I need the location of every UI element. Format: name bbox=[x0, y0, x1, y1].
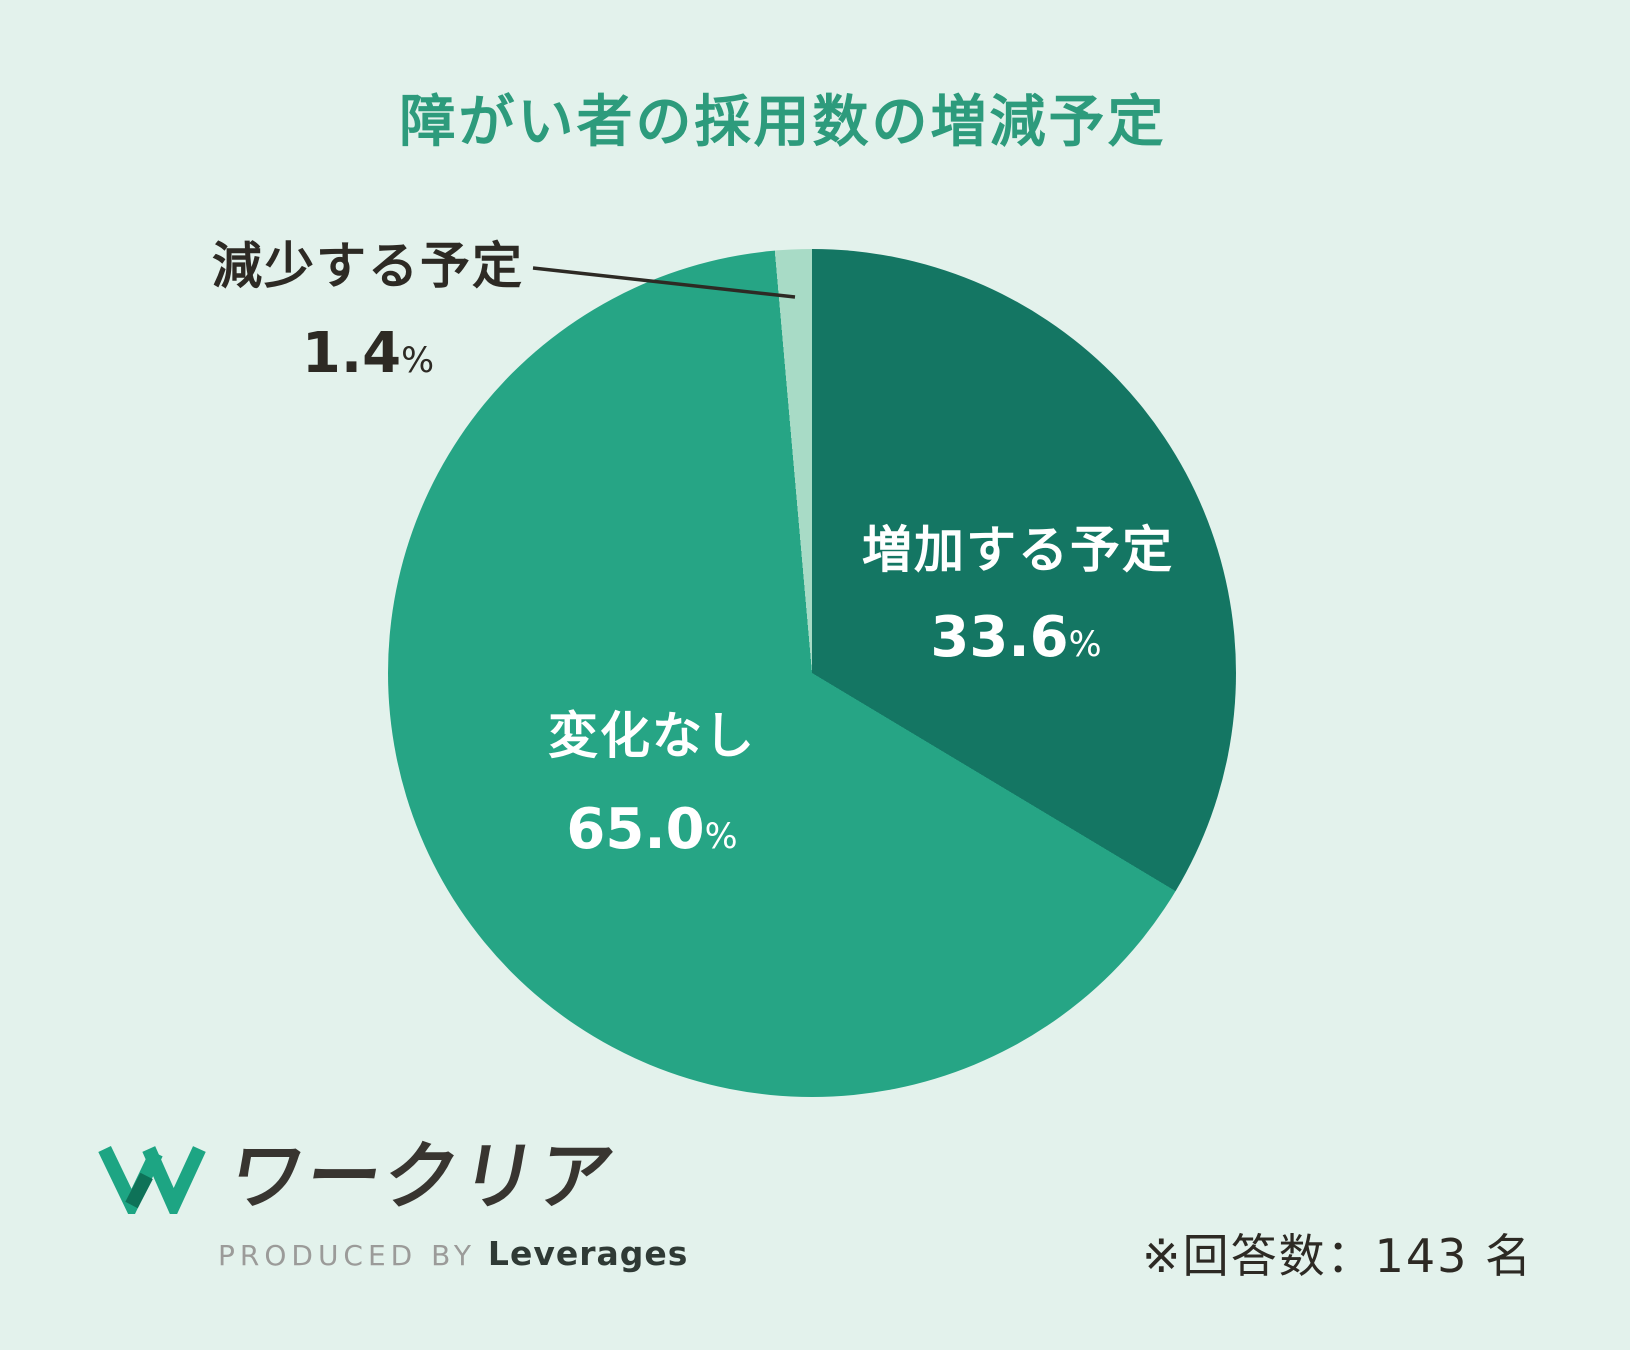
slice-value-increase: 33.6% bbox=[930, 604, 1102, 670]
percent-sign: % bbox=[704, 816, 738, 857]
producer-name: Leverages bbox=[487, 1234, 689, 1273]
slice-label-decrease: 減少する予定 bbox=[212, 237, 524, 295]
chart-title: 障がい者の採用数の増減予定 bbox=[399, 90, 1167, 155]
pie-label-nochange: 変化なし 65.0% bbox=[498, 707, 806, 862]
brand-logo: ワークリア bbox=[96, 1134, 623, 1220]
respondents-note: ※回答数：143 名 bbox=[1142, 1229, 1533, 1283]
percent-sign: % bbox=[1068, 624, 1102, 665]
pie-label-decrease: 減少する予定 1.4% bbox=[168, 237, 568, 386]
slice-label-increase: 増加する予定 bbox=[862, 521, 1174, 579]
slice-value-nochange: 65.0% bbox=[566, 796, 738, 862]
percent-sign: % bbox=[401, 340, 435, 381]
leader-line bbox=[532, 266, 796, 299]
brand-logo-text: ワークリア bbox=[222, 1134, 623, 1220]
slice-value-decrease: 1.4% bbox=[301, 320, 435, 386]
pie-label-increase: 増加する予定 33.6% bbox=[862, 521, 1174, 670]
slice-label-nochange: 変化なし bbox=[548, 707, 756, 765]
workria-w-icon bbox=[98, 1145, 206, 1214]
produced-by-line: PRODUCED BY Leverages bbox=[218, 1234, 688, 1273]
produced-by-label: PRODUCED BY bbox=[218, 1239, 476, 1272]
pie-chart bbox=[388, 249, 1236, 1097]
